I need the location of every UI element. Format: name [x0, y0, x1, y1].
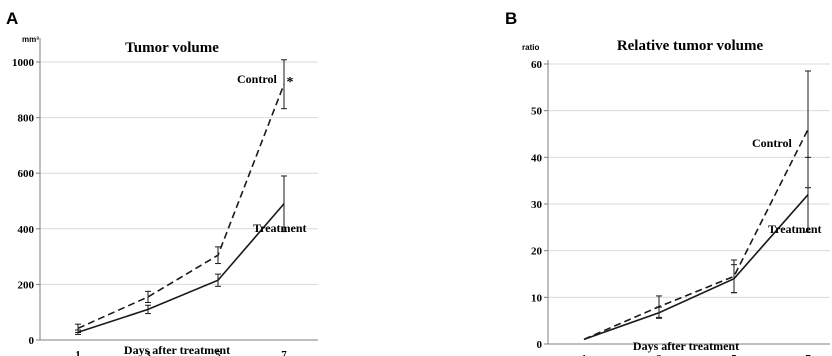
y-tick-label: 1000 — [12, 57, 35, 69]
significance-marker: * — [287, 75, 294, 90]
series-line-treatment — [77, 203, 285, 333]
x-tick-label: 3 — [145, 349, 151, 356]
x-axis-label: Days after treatment — [633, 339, 739, 353]
x-tick-label: 5 — [215, 349, 221, 356]
x-tick-label: 5 — [731, 353, 737, 356]
y-tick-label: 30 — [531, 199, 543, 211]
chart-title: Relative tumor volume — [617, 38, 764, 54]
y-tick-label: 50 — [531, 106, 543, 118]
y-tick-label: 40 — [531, 152, 543, 164]
series-label: Treatment — [253, 221, 307, 235]
y-tick-label: 60 — [531, 59, 543, 71]
y-tick-label: 10 — [531, 292, 543, 304]
x-axis-label: Days after treatment — [124, 343, 230, 356]
x-tick-label: 7 — [281, 349, 287, 356]
series-label: Control — [237, 72, 277, 86]
y-axis-label: ratio — [522, 43, 539, 52]
x-tick-label: 1 — [75, 349, 81, 356]
x-tick-label: 1 — [581, 353, 587, 356]
series-line-control — [583, 128, 809, 341]
series-label: Control — [752, 136, 792, 150]
y-axis-label: mm³ — [22, 35, 39, 44]
y-tick-label: 400 — [18, 224, 35, 236]
x-tick-label: 7 — [805, 353, 811, 356]
x-tick-label: 3 — [656, 353, 662, 356]
y-tick-label: 0 — [29, 335, 35, 347]
panel-label: B — [505, 9, 517, 28]
y-tick-label: 0 — [537, 339, 543, 351]
chart-title: Tumor volume — [125, 40, 219, 56]
series-line-control — [77, 83, 285, 330]
y-tick-label: 800 — [18, 113, 35, 125]
y-tick-label: 20 — [531, 246, 543, 258]
series-line-treatment — [583, 194, 809, 341]
series-label: Treatment — [768, 222, 822, 236]
chart-panel-b: B 0 10 20 30 40 50 60 1 3 5 7 Relative tumor volume r… — [505, 9, 830, 356]
y-tick-label: 600 — [18, 168, 35, 180]
panel-label: A — [6, 9, 18, 28]
y-tick-label: 200 — [18, 279, 35, 291]
chart-panel-a: A 0 200 400 600 800 1000 1 3 5 7 Tumor volume mm³ Day… — [6, 9, 318, 356]
